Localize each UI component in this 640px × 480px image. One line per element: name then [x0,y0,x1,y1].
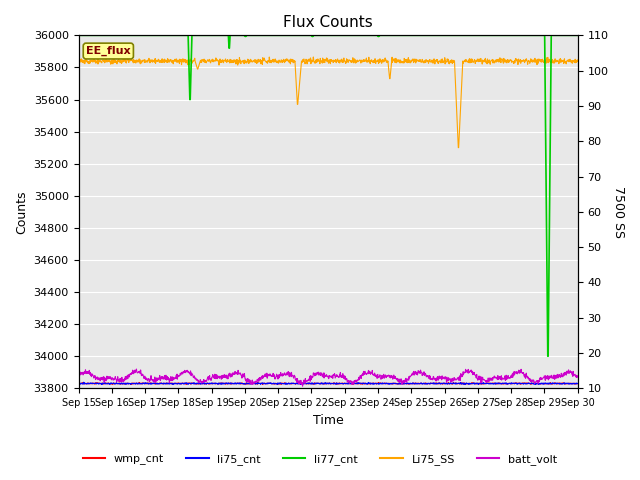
X-axis label: Time: Time [313,414,344,427]
Y-axis label: 7500 SS: 7500 SS [612,186,625,238]
Y-axis label: Counts: Counts [15,190,28,234]
Text: EE_flux: EE_flux [86,46,131,56]
Title: Flux Counts: Flux Counts [283,15,373,30]
Legend: wmp_cnt, li75_cnt, li77_cnt, Li75_SS, batt_volt: wmp_cnt, li75_cnt, li77_cnt, Li75_SS, ba… [78,450,562,469]
